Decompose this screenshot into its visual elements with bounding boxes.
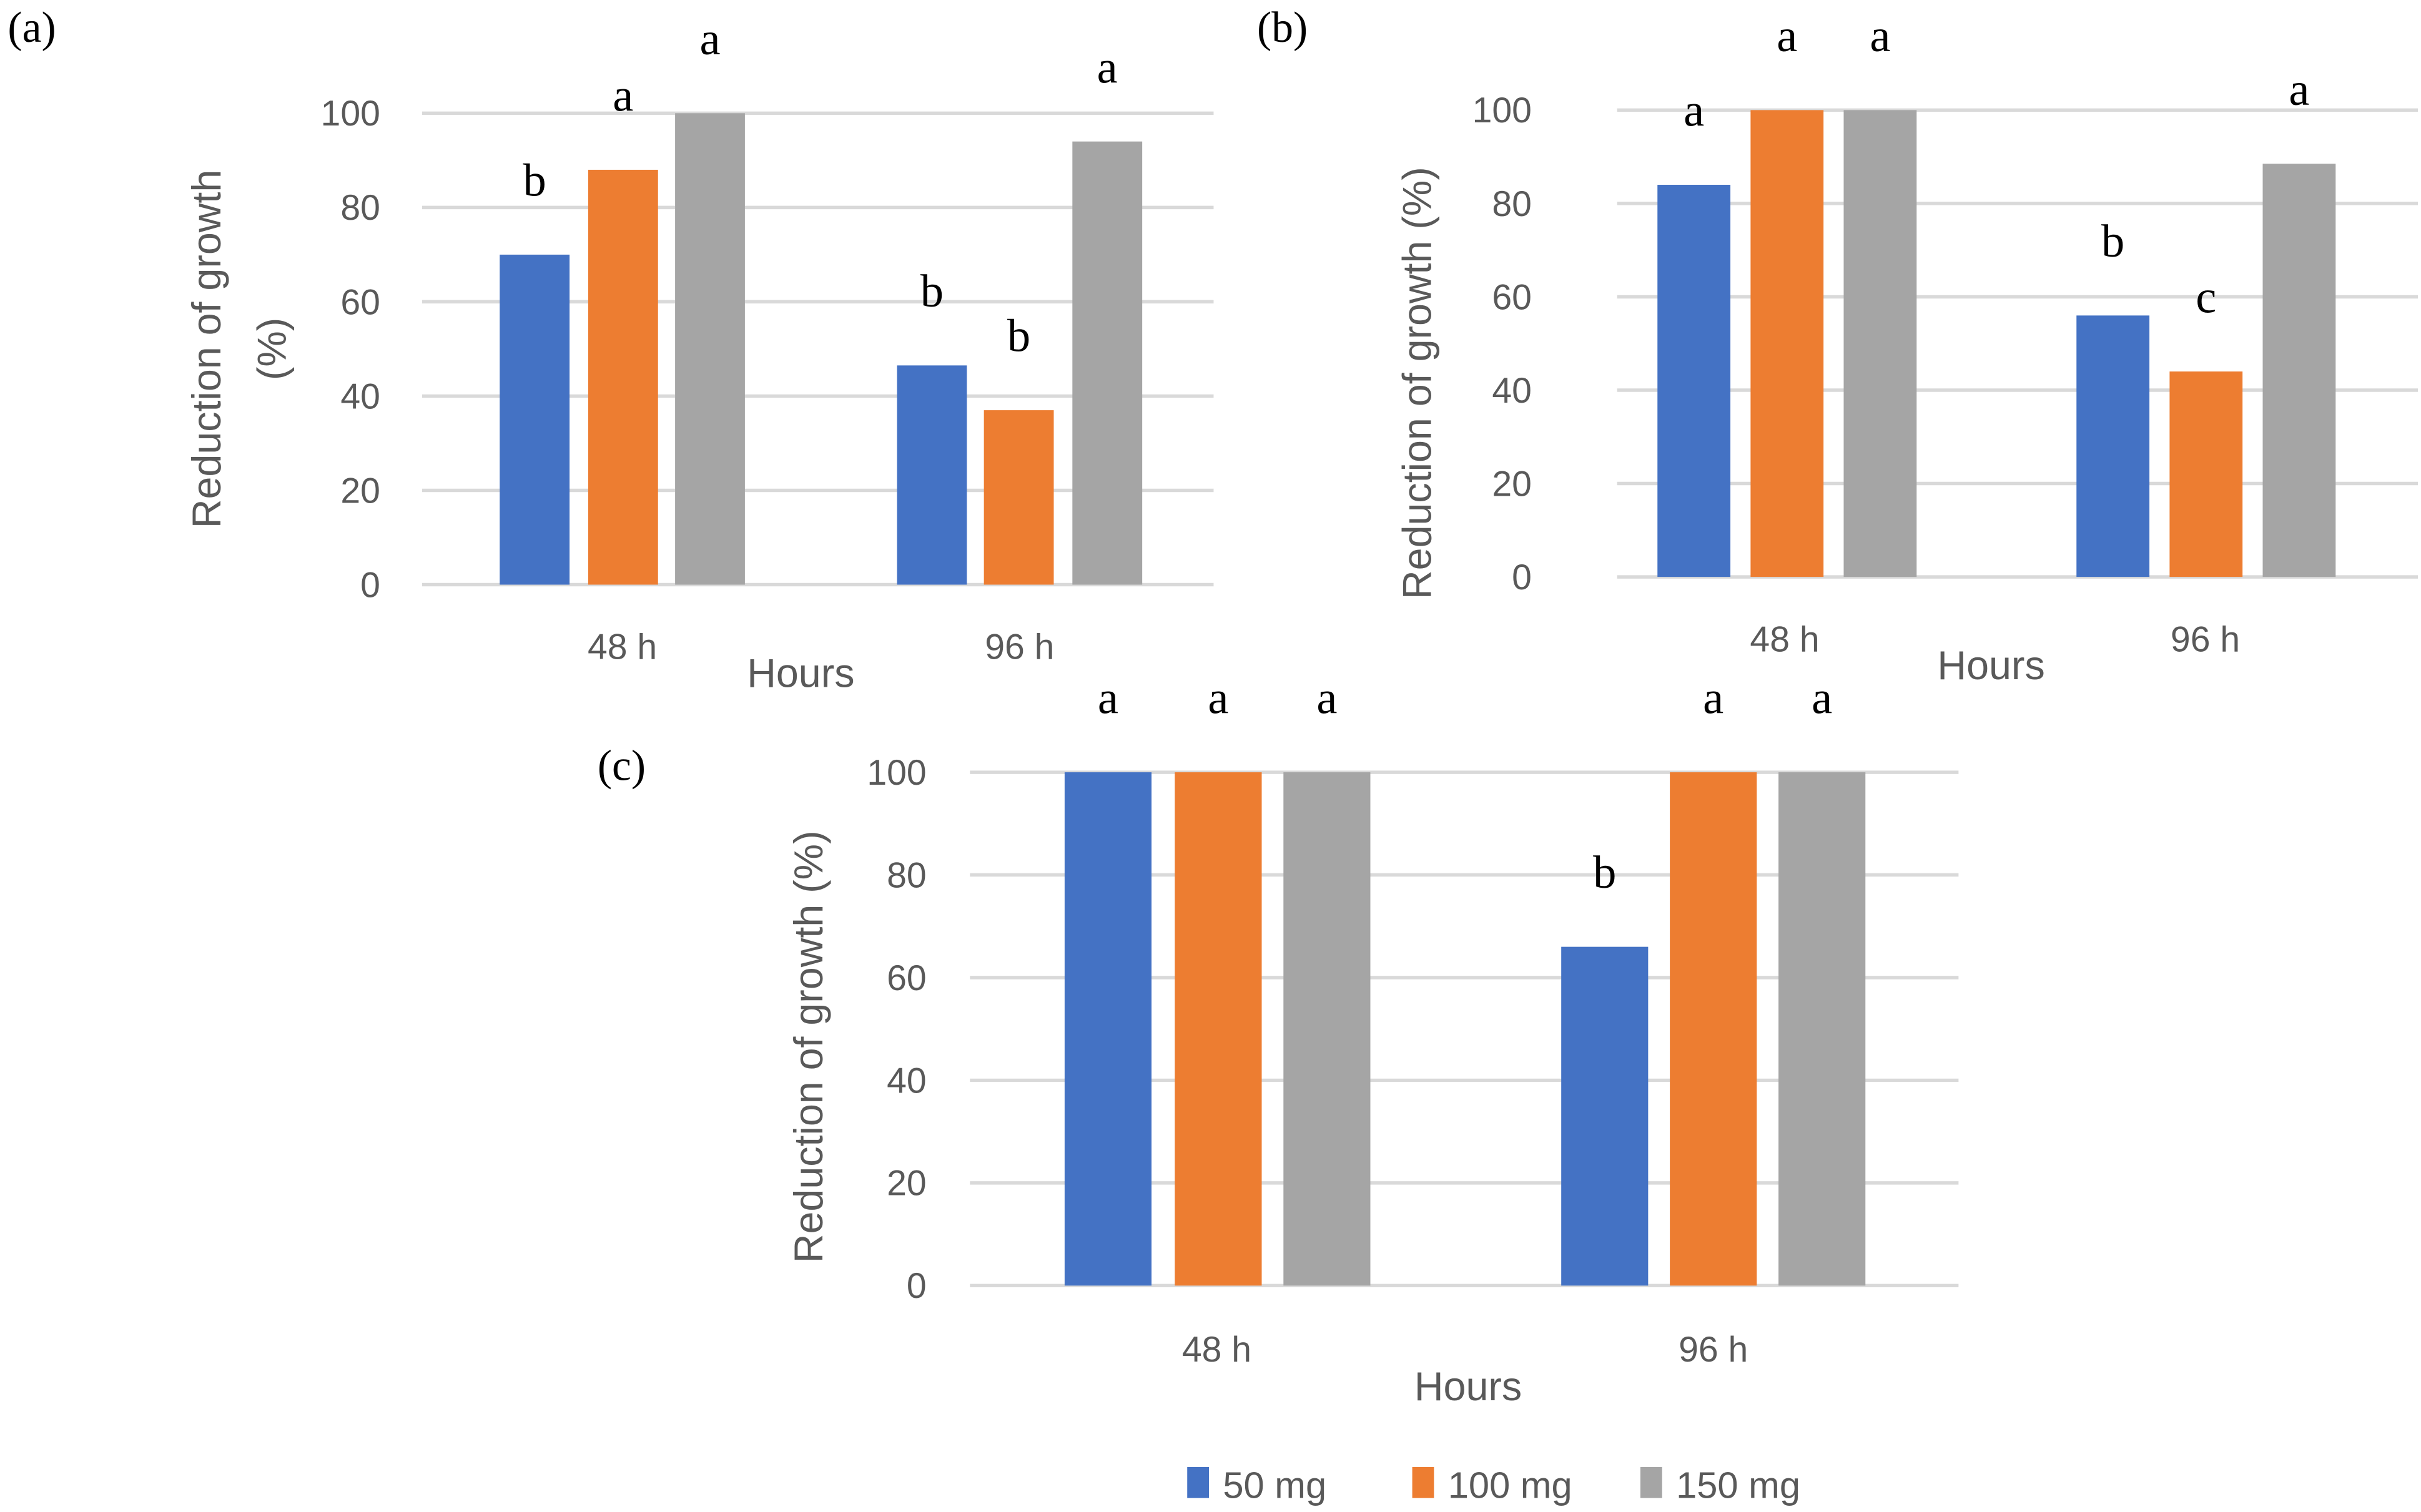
significance-letter: a	[1870, 11, 1890, 62]
y-tick-label: 100	[867, 753, 926, 793]
significance-letter: a	[1777, 11, 1797, 62]
x-tick-label: 48 h	[588, 627, 657, 667]
bar-100mg-48h	[1175, 772, 1262, 1286]
legend-swatch-150mg	[1640, 1466, 1662, 1498]
x-tick-label: 96 h	[985, 627, 1054, 667]
significance-letter: a	[1097, 42, 1118, 93]
legend-label-100mg: 100 mg	[1448, 1465, 1572, 1506]
y-tick-label: 20	[1492, 464, 1532, 504]
bar-150mg-96h	[1778, 772, 1866, 1286]
significance-letter: b	[920, 266, 944, 317]
significance-letter: c	[2196, 272, 2216, 323]
significance-letter: b	[1593, 847, 1616, 898]
y-tick-label: 20	[887, 1164, 927, 1204]
panel-label: (a)	[7, 4, 56, 52]
y-axis-title: Reduction of growth (%)	[786, 830, 831, 1263]
panel-label: (c)	[598, 742, 646, 790]
y-tick-label: 0	[1512, 557, 1532, 597]
bar-150mg-96h	[1072, 141, 1143, 585]
y-tick-label: 100	[1472, 91, 1532, 130]
x-axis-title: Hours	[747, 650, 854, 695]
x-tick-label: 96 h	[1679, 1330, 1748, 1370]
bar-100mg-96h	[1670, 772, 1757, 1286]
y-tick-label: 80	[887, 855, 927, 895]
bar-150mg-48h	[1843, 110, 1917, 577]
significance-letter: a	[1316, 673, 1337, 724]
bar-50mg-48h	[500, 254, 570, 585]
y-tick-label: 80	[340, 188, 380, 228]
significance-letter: b	[2101, 216, 2124, 267]
y-tick-label: 40	[340, 376, 380, 416]
y-tick-label: 80	[1492, 184, 1532, 224]
y-axis-title: (%)	[249, 318, 294, 380]
x-axis-title: Hours	[1937, 643, 2044, 688]
significance-letter: a	[1208, 673, 1228, 724]
x-tick-label: 48 h	[1182, 1330, 1251, 1370]
bar-50mg-96h	[897, 365, 967, 585]
legend-swatch-100mg	[1412, 1466, 1434, 1498]
significance-letter: a	[1812, 673, 1832, 724]
significance-letter: a	[1703, 673, 1723, 724]
chart-panel-c: (c) 0 20 40 60 80 100 a b a a a a 48 h 96 h Hours Reduct…	[598, 673, 1959, 1409]
bar-50mg-48h	[1657, 185, 1731, 577]
significance-letter: a	[613, 71, 633, 122]
significance-letter: a	[1098, 673, 1118, 724]
bar-100mg-48h	[1750, 110, 1824, 577]
y-tick-label: 60	[1492, 277, 1532, 317]
significance-letter: b	[523, 155, 546, 207]
legend-label-150mg: 150 mg	[1676, 1465, 1800, 1506]
y-tick-label: 60	[887, 958, 927, 998]
significance-letter: b	[1007, 311, 1030, 362]
bar-100mg-96h	[2169, 371, 2243, 577]
bar-100mg-96h	[984, 410, 1054, 585]
x-axis-title: Hours	[1414, 1364, 1522, 1409]
y-tick-label: 60	[340, 282, 380, 322]
bar-150mg-48h	[675, 113, 745, 585]
bar-150mg-96h	[2262, 164, 2336, 577]
bar-50mg-96h	[2076, 315, 2150, 577]
y-axis-title: Reduction of growth (%)	[1394, 167, 1439, 599]
legend-swatch-50mg	[1187, 1466, 1210, 1498]
y-tick-label: 20	[340, 471, 380, 511]
bar-50mg-96h	[1561, 946, 1649, 1286]
legend: 50 mg 100 mg 150 mg	[1187, 1465, 1800, 1506]
y-tick-label: 40	[1492, 371, 1532, 411]
significance-letter: a	[2289, 64, 2309, 115]
legend-label-50mg: 50 mg	[1223, 1465, 1326, 1506]
y-tick-label: 0	[360, 565, 380, 605]
significance-letter: a	[1684, 86, 1704, 137]
y-tick-label: 40	[887, 1061, 927, 1101]
significance-letter: a	[699, 14, 720, 65]
x-tick-label: 48 h	[1750, 619, 1819, 659]
bar-50mg-48h	[1064, 772, 1152, 1286]
bar-150mg-48h	[1283, 772, 1371, 1286]
y-tick-label: 100	[321, 94, 380, 134]
chart-panel-b: (b) 0 20 40 60 80 100 a b a c a a 48 h 96 h Hours Reduct…	[1257, 4, 2419, 688]
y-tick-label: 0	[907, 1266, 927, 1306]
chart-panel-a: (a) 0 20 40 60 80 100 b b a b a a 48 h 96 h Hours Reduct…	[7, 4, 1214, 695]
bar-100mg-48h	[588, 169, 658, 585]
panel-label: (b)	[1257, 4, 1308, 52]
y-axis-title: Reduction of growth	[184, 170, 229, 528]
x-tick-label: 96 h	[2171, 619, 2240, 659]
